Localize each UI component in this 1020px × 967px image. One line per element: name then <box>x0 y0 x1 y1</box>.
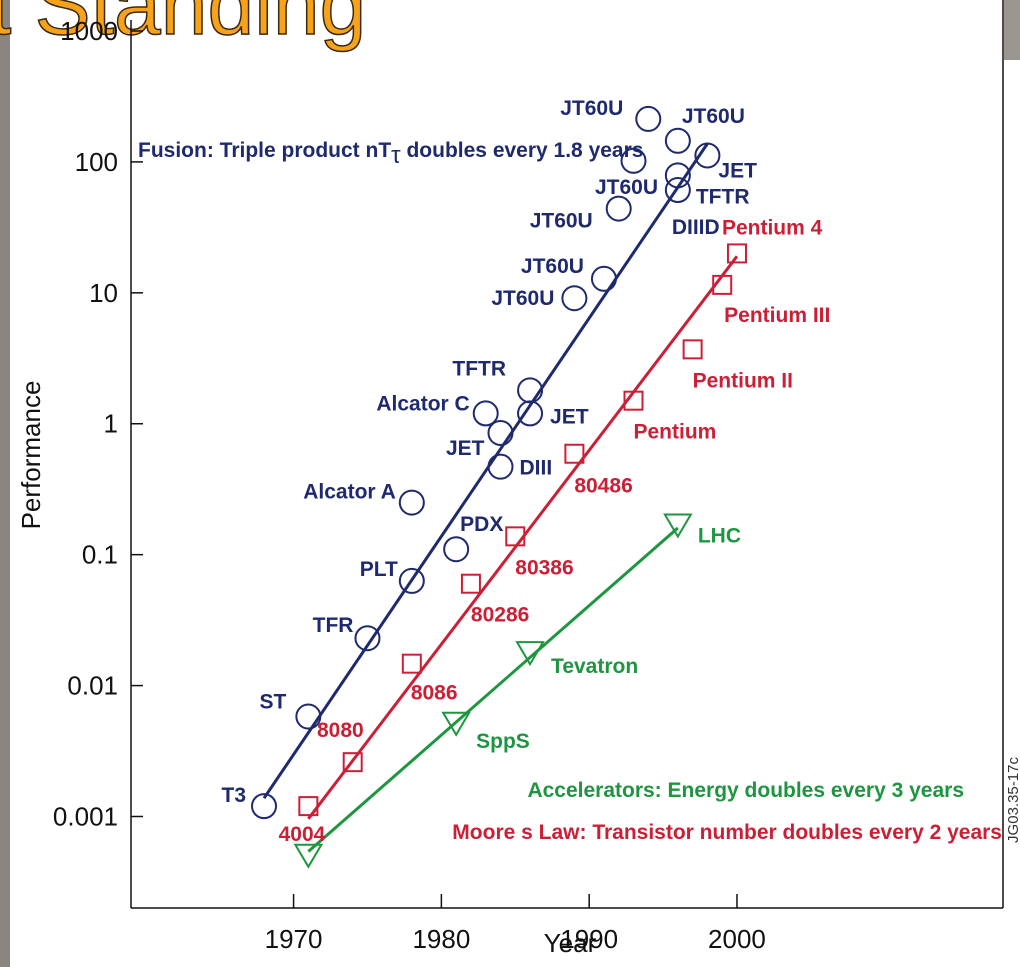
point-label: JT60U <box>530 210 593 233</box>
x-tick-label: 2000 <box>708 924 766 954</box>
annotation-part: Fusion: Triple product nT <box>138 139 391 162</box>
point-label: JT60U <box>491 287 554 310</box>
point-label: TFTR <box>696 185 750 208</box>
figure-code: JG03.35-17c <box>1005 757 1020 843</box>
y-tick-label: 1 <box>104 409 118 439</box>
photo-edge <box>1004 0 1020 60</box>
point-label: LHC <box>698 524 741 547</box>
y-axis-label: Performance <box>16 381 46 530</box>
x-tick-label: 1990 <box>560 924 618 954</box>
point-label: JT60U <box>595 176 658 199</box>
point-label: DIIID <box>672 216 720 239</box>
annotation: Moore s Law: Transistor number doubles e… <box>452 821 1002 844</box>
annotation: Accelerators: Energy doubles every 3 yea… <box>527 779 964 802</box>
point-label: Pentium <box>634 421 717 444</box>
y-tick-label: 1000 <box>60 16 118 46</box>
y-tick-label: 0.01 <box>67 671 118 701</box>
slide-title: t Standing <box>0 0 366 52</box>
y-tick-label: 100 <box>75 147 118 177</box>
point-label: PDX <box>460 513 503 536</box>
y-tick-label: 10 <box>89 278 118 308</box>
point-label: Tevatron <box>551 655 638 678</box>
point-label: 4004 <box>279 823 326 846</box>
chart: t Standing Year Performance JG03.35-17c … <box>0 0 1020 967</box>
x-tick-label: 1970 <box>265 924 323 954</box>
point-label: SppS <box>476 730 530 753</box>
point-label: 80286 <box>471 604 529 627</box>
point-label: Pentium 4 <box>722 216 823 239</box>
point-label: JET <box>446 437 485 460</box>
point-label: PLT <box>360 558 398 581</box>
point-label: Pentium II <box>693 369 793 392</box>
point-label: JET <box>550 405 589 428</box>
point-label: TFTR <box>452 357 506 380</box>
point-label: JT60U <box>560 97 623 120</box>
y-tick-label: 0.1 <box>82 540 118 570</box>
point-label: JT60U <box>682 105 745 128</box>
point-label: ST <box>260 691 287 714</box>
x-tick-label: 1980 <box>412 924 470 954</box>
y-tick-label: 0.001 <box>53 801 118 831</box>
point-label: Pentium III <box>724 304 830 327</box>
point-label: 80386 <box>515 556 573 579</box>
point-label: T3 <box>222 784 247 807</box>
point-label: 8080 <box>317 719 364 742</box>
point-label: 80486 <box>574 475 632 498</box>
point-label: Alcator C <box>376 392 469 415</box>
point-label: JET <box>718 159 757 182</box>
point-label: TFR <box>313 614 354 637</box>
point-label: 8086 <box>411 682 458 705</box>
point-label: Alcator A <box>303 481 396 504</box>
point-label: DIII <box>519 457 552 480</box>
point-label: JT60U <box>521 255 584 278</box>
photo-edge <box>0 0 10 967</box>
annotation-part: doubles every 1.8 years <box>401 139 644 162</box>
